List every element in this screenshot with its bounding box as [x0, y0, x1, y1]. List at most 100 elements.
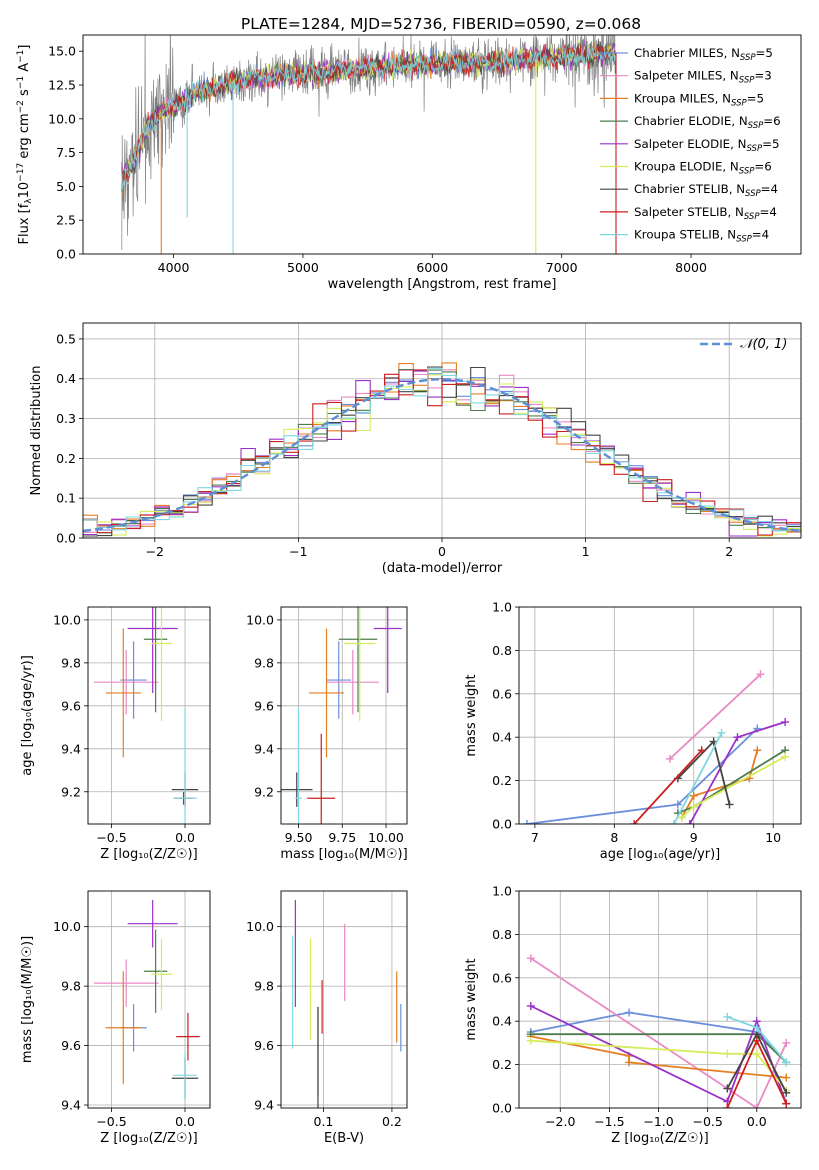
tick-label-y: 9.4 [254, 1098, 274, 1113]
tick-label-y: 9.8 [61, 979, 81, 994]
axes-frame [87, 606, 211, 825]
x-axis-label: Z [log₁₀(Z/Z☉)] [611, 1131, 708, 1146]
tick-label-x: −2 [146, 544, 164, 559]
tick-label-x: −1.0 [643, 1114, 673, 1129]
tick-label-y: 5.0 [56, 179, 76, 194]
tick-label-y: 2.5 [56, 213, 76, 228]
normal-legend-label: 𝒩(0, 1) [740, 337, 787, 352]
tick-label-y: 9.8 [61, 655, 81, 670]
tick-label-x: 9.50 [285, 830, 313, 845]
y-axis-label: mass weight [464, 958, 479, 1040]
axes-weight_vs_Z: −2.0 −1.5 −1.0 −0.5 0.0 0.0 0.2 0.4 0.6 0.8 1.0 Z [… [464, 884, 802, 1146]
tick-label-y: 0.2 [492, 1057, 512, 1072]
tick-label-y: 9.4 [61, 741, 81, 756]
x-axis-label: Z [log₁₀(Z/Z☉)] [100, 1131, 197, 1146]
legend-entry: Salpeter ELODIE, NSSP=5 [634, 137, 779, 154]
plot-area [121, 35, 617, 254]
y-axis-label: mass weight [464, 674, 479, 756]
tick-label-y: 10.0 [53, 612, 81, 627]
plot-area [281, 607, 407, 824]
tick-label-y: 0.4 [492, 1014, 512, 1029]
axes-mass_vs_Z: −0.5 0.0 9.4 9.6 9.8 10.0 Z [log₁₀(Z/Z☉)] mass … [20, 890, 211, 1146]
spectrum-data-line [121, 35, 617, 250]
tick-label-y: 0.0 [56, 531, 76, 546]
tick-label-y: 1.0 [492, 884, 512, 899]
x-axis-label: age [log₁₀(age/yr)] [600, 847, 721, 862]
tick-label-y: 0.3 [56, 411, 76, 426]
y-axis-label: age [log₁₀(age/yr)] [20, 655, 35, 776]
legend-entry: Chabrier MILES, NSSP=5 [634, 46, 773, 63]
tick-label-x: 4000 [158, 260, 190, 275]
plot-area [281, 891, 407, 1108]
x-axis-label: Z [log₁₀(Z/Z☉)] [100, 847, 197, 862]
axes-age_vs_Z: −0.5 0.0 9.2 9.4 9.6 9.8 10.0 Z [log₁₀(Z/Z☉)] ag… [20, 606, 211, 862]
tick-label-y: 0.6 [492, 686, 512, 701]
x-axis-label: (data-model)/error [382, 561, 503, 576]
tick-label-y: 0.2 [56, 451, 76, 466]
tick-label-x: 7 [531, 830, 539, 845]
axes-frame [87, 890, 211, 1109]
tick-label-x: 1 [582, 544, 590, 559]
tick-label-y: 9.4 [254, 741, 274, 756]
plot-area [83, 323, 801, 538]
tick-label-y: 10.0 [53, 919, 81, 934]
tick-label-y: 9.2 [254, 784, 274, 799]
tick-label-y: 9.6 [254, 1038, 274, 1053]
plot-area [519, 607, 801, 824]
tick-label-y: 9.6 [61, 698, 81, 713]
legend-entry: Kroupa STELIB, NSSP=4 [634, 228, 769, 245]
axes-frame [82, 34, 802, 255]
series-line-6 [677, 739, 731, 805]
series-line-1 [669, 673, 762, 760]
plots-layer: 4000 5000 6000 7000 80000.02.55.07.510.012.5… [16, 34, 802, 1146]
tick-label-y: 10.0 [246, 612, 274, 627]
tick-label-y: 9.4 [61, 1098, 81, 1113]
axes-age_vs_mass: 9.50 9.75 10.00 9.2 9.4 9.6 9.8 10.0 mass [log₁₀… [246, 606, 408, 862]
tick-label-x: 10.00 [368, 830, 404, 845]
series-line-7 [633, 749, 703, 824]
tick-label-x: 0.2 [382, 1114, 402, 1129]
tick-label-x: −1.5 [594, 1114, 624, 1129]
normal-curve [83, 377, 801, 533]
tick-label-y: 9.8 [254, 979, 274, 994]
axes-frame [280, 606, 408, 825]
tick-label-x: 2 [725, 544, 733, 559]
tick-label-y: 0.4 [492, 730, 512, 745]
tick-label-y: 9.6 [61, 1038, 81, 1053]
tick-label-y: 0.1 [56, 491, 76, 506]
spectrum-legend: Chabrier MILES, NSSP=5 Salpeter MILES, NS… [600, 46, 781, 245]
tick-label-y: 15.0 [48, 44, 76, 59]
legend-entry: Kroupa MILES, NSSP=5 [634, 91, 764, 108]
series-line-2 [681, 749, 759, 818]
tick-label-y: 9.2 [61, 784, 81, 799]
axes-frame [82, 322, 802, 539]
tick-label-x: 8 [610, 830, 618, 845]
tick-label-x: 0.0 [175, 1114, 195, 1129]
tick-label-x: 5000 [287, 260, 319, 275]
y-axis-label: Normed distribution [29, 366, 44, 496]
x-axis-label: E(B-V) [324, 1131, 364, 1146]
tick-label-y: 0.8 [492, 927, 512, 942]
figure-title: PLATE=1284, MJD=52736, FIBERID=0590, z=0… [241, 15, 641, 33]
tick-label-x: −1 [289, 544, 307, 559]
x-axis-label: mass [log₁₀(M/M☉)] [280, 847, 407, 862]
tick-label-x: 8000 [675, 260, 707, 275]
tick-label-y: 0.6 [492, 970, 512, 985]
tick-label-y: 0.0 [492, 817, 512, 832]
tick-label-y: 7.5 [56, 145, 76, 160]
tick-label-x: 7000 [546, 260, 578, 275]
tick-label-x: −2.0 [545, 1114, 575, 1129]
legend-entry: Chabrier ELODIE, NSSP=6 [634, 114, 781, 131]
tick-label-y: 0.2 [492, 773, 512, 788]
tick-label-x: −0.5 [96, 1114, 126, 1129]
axes-mass_vs_ebv: 0.1 0.2 9.4 9.6 9.8 10.0 E(B-V) [246, 890, 408, 1146]
tick-label-x: −0.5 [96, 830, 126, 845]
tick-label-y: 12.5 [48, 78, 76, 93]
tick-label-y: 10.0 [48, 111, 76, 126]
tick-label-x: −0.5 [692, 1114, 722, 1129]
axes-frame [518, 890, 802, 1109]
histogram-series-6 [83, 366, 801, 537]
tick-label-y: 0.4 [56, 371, 76, 386]
axes-residuals: −2 −1 0 1 2 0.0 0.1 0.2 0.3 0.4 0.5 (data-model)/er… [29, 322, 802, 576]
